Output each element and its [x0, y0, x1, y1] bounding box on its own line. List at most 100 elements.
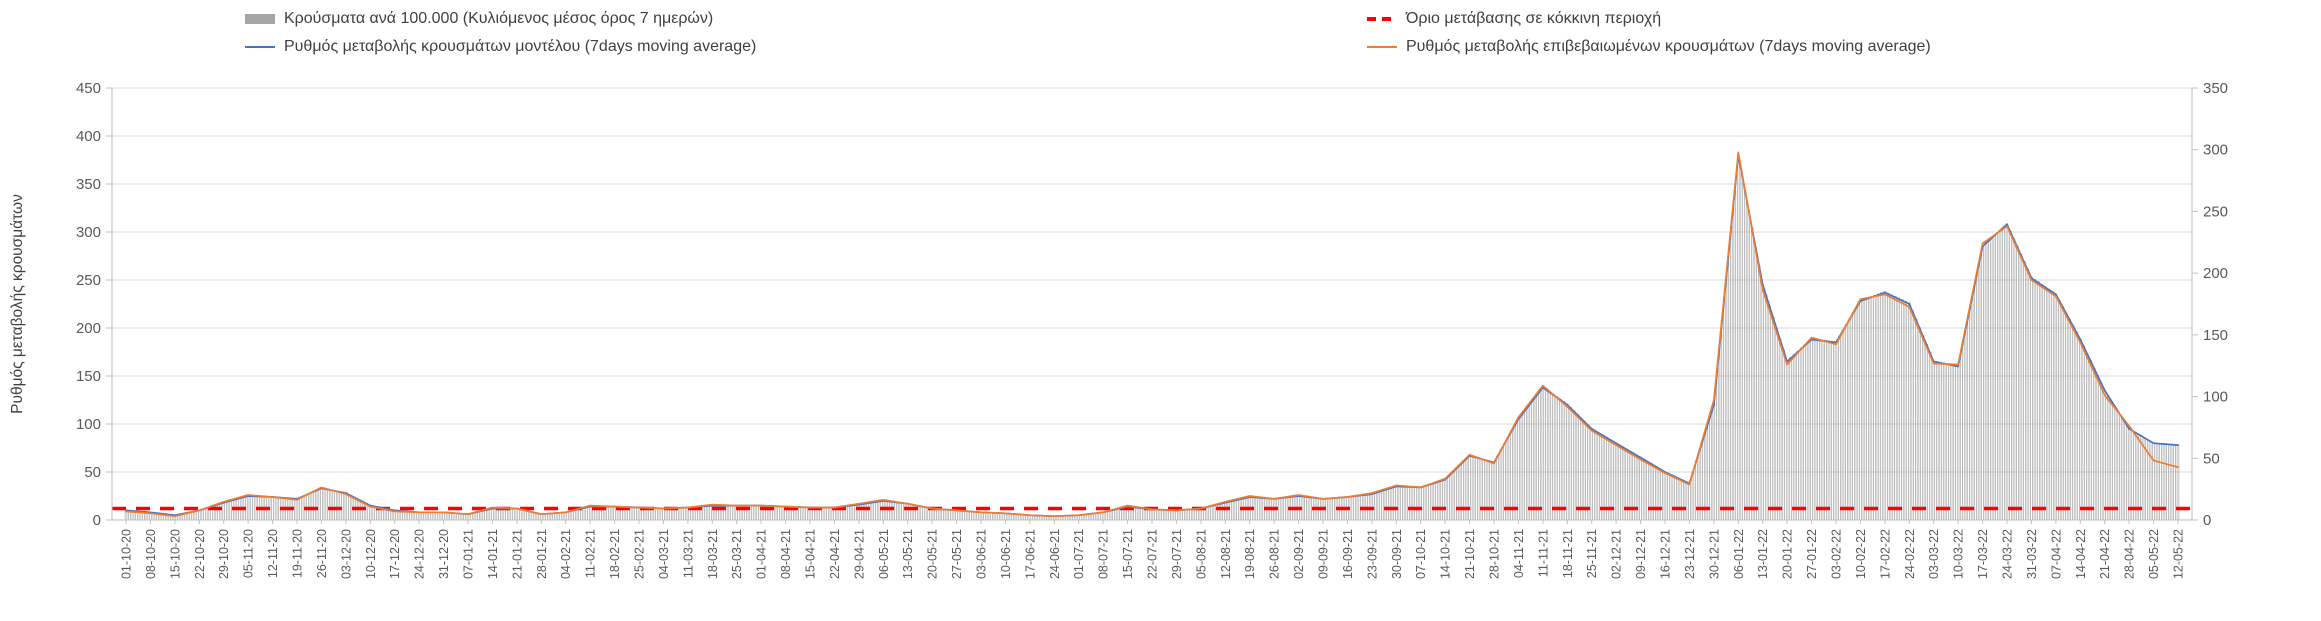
bar: [1782, 349, 1785, 521]
bar: [1227, 501, 1231, 521]
bar: [1018, 514, 1021, 521]
bar: [2092, 367, 2096, 521]
bar: [1426, 484, 1429, 521]
right-axis-tick-label: 0: [2203, 512, 2211, 529]
bar: [431, 512, 435, 521]
bar: [1614, 443, 1618, 521]
bar: [1981, 245, 1984, 521]
bar: [2075, 331, 2079, 521]
bar: [875, 501, 878, 521]
bar: [948, 509, 951, 521]
bar: [2037, 281, 2040, 521]
x-axis-tick-label: 19-11-20: [291, 529, 305, 578]
bar: [613, 506, 616, 521]
bar: [965, 510, 969, 521]
bar: [2148, 441, 2152, 521]
bar: [1719, 332, 1723, 521]
x-axis-tick-label: 11-03-21: [681, 529, 695, 578]
bar: [1283, 497, 1286, 521]
bar: [1443, 478, 1447, 521]
bar: [1538, 390, 1541, 521]
x-axis-tick-label: 06-01-22: [1732, 529, 1746, 579]
bar: [606, 506, 609, 521]
bar: [1545, 388, 1548, 521]
x-axis-tick-label: 02-09-21: [1292, 529, 1306, 579]
x-axis-tick-label: 20-01-22: [1781, 529, 1795, 579]
bar: [1475, 457, 1478, 521]
bar: [222, 502, 225, 521]
legend-item-cases-per-100k: Κρούσματα ανά 100.000 (Κυλιόμενος μέσος …: [245, 8, 1367, 30]
bar: [225, 501, 229, 521]
bar: [1307, 496, 1311, 521]
bar: [2127, 428, 2131, 521]
bar: [491, 508, 494, 521]
x-axis-tick-label: 24-12-20: [413, 529, 427, 579]
bar: [1231, 500, 1234, 521]
bar: [424, 512, 428, 521]
bar: [983, 512, 986, 521]
bar: [327, 488, 330, 521]
x-axis-tick-label: 23-12-21: [1683, 529, 1697, 579]
bar: [801, 506, 805, 521]
bar: [1730, 225, 1733, 521]
bar: [1684, 481, 1688, 521]
bar: [923, 507, 927, 521]
bar: [2030, 276, 2033, 521]
left-axis-tick-label: 250: [76, 272, 101, 289]
bar: [1164, 509, 1168, 521]
x-axis-tick-label: 22-10-20: [193, 529, 207, 579]
bar: [1471, 456, 1475, 521]
bar: [1279, 497, 1283, 521]
chart-legend: Κρούσματα ανά 100.000 (Κυλιόμενος μέσος …: [245, 8, 1931, 58]
x-axis-tick-label: 28-01-21: [535, 529, 549, 579]
bar: [1946, 363, 1949, 521]
x-axis-tick-label: 10-06-21: [999, 529, 1013, 579]
bar: [1150, 508, 1154, 521]
bar: [683, 507, 686, 521]
bar: [2099, 382, 2103, 521]
bar: [1237, 498, 1241, 521]
bar: [780, 505, 784, 521]
x-axis-tick-label: 25-11-21: [1585, 529, 1599, 578]
bar: [578, 508, 581, 521]
x-axis-tick-label: 13-01-22: [1756, 529, 1770, 579]
bar: [529, 511, 533, 521]
x-axis-tick-label: 21-10-21: [1463, 529, 1477, 579]
bar: [1845, 323, 1848, 521]
x-axis-tick-label: 26-11-20: [315, 529, 329, 578]
bar: [410, 511, 414, 521]
x-axis-tick-label: 12-08-21: [1219, 529, 1233, 579]
bar: [1384, 489, 1388, 521]
x-axis-tick-label: 30-09-21: [1390, 529, 1404, 579]
bar: [1433, 482, 1436, 521]
bar: [1182, 509, 1185, 521]
x-axis-tick-label: 10-12-20: [364, 529, 378, 579]
bar: [1220, 503, 1224, 521]
x-axis-tick-label: 05-05-22: [2147, 529, 2161, 579]
bar: [1154, 508, 1157, 521]
x-axis-tick-label: 31-03-22: [2025, 529, 2039, 579]
bar: [1147, 508, 1150, 521]
bar: [1213, 505, 1217, 521]
bar: [2040, 283, 2044, 521]
bar: [1157, 508, 1161, 521]
bar: [1991, 236, 1995, 521]
bar: [229, 500, 232, 521]
x-axis-tick-label: 05-11-20: [242, 529, 256, 578]
bar: [1880, 292, 1883, 521]
bar: [1939, 361, 1942, 521]
bar: [1988, 239, 1991, 521]
bar: [1838, 335, 1841, 521]
bar: [309, 492, 313, 521]
bar: [1168, 509, 1171, 521]
bar: [1963, 331, 1967, 521]
x-axis-tick-label: 15-07-21: [1121, 529, 1135, 579]
bar: [1674, 476, 1677, 521]
bar: [1454, 468, 1457, 521]
bar: [1646, 460, 1649, 521]
bar: [526, 510, 529, 521]
x-axis-tick-label: 27-05-21: [950, 529, 964, 579]
bar: [1447, 475, 1450, 521]
bar: [728, 504, 731, 521]
